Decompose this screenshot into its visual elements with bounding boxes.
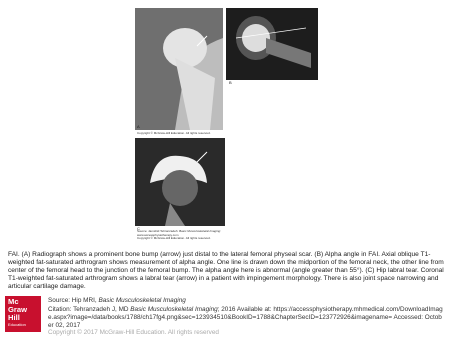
logo-text: Hill [8, 313, 20, 322]
image-b [226, 8, 318, 80]
logo-text: Education [8, 322, 26, 327]
image-copyright: Copyright © McGraw-Hill Education. All r… [137, 131, 211, 135]
text: Source: Jamshid Tehranzadeh: [137, 229, 180, 233]
caption: FAI. (A) Radiograph shows a prominent bo… [8, 251, 444, 290]
text: ; 2016 Available at: https://accessphysi… [48, 306, 443, 329]
logo-text: Mc [8, 297, 19, 306]
image-c [135, 138, 225, 226]
citation: Citation: Tehranzadeh J, MD Basic Muscul… [48, 306, 444, 330]
text: Basic Musculoskeletal Imaging [130, 306, 218, 313]
panel-label: C [137, 226, 140, 231]
text: Source: Hip MRI, [48, 297, 99, 304]
text: Basic Musculoskeletal Imaging: [179, 229, 221, 233]
text: Basic Musculoskeletal Imaging [98, 297, 186, 304]
image-source: Source: Jamshid Tehranzadeh: Basic Muscu… [137, 229, 277, 241]
panel-label: A [137, 124, 140, 129]
logo: Mc Graw Hill Education [5, 296, 41, 332]
image-a [135, 8, 223, 130]
source: Source: Hip MRI, Basic Musculoskeletal I… [48, 297, 444, 305]
logo-text: Graw [8, 305, 27, 314]
text: www.accessphysiotherapy.com [137, 232, 179, 237]
copyright: Copyright © 2017 McGraw-Hill Education. … [48, 329, 219, 336]
panel-label: B [229, 80, 232, 85]
text: Copyright © McGraw-Hill Education. All r… [137, 236, 211, 240]
text: Citation: Tehranzadeh J, MD [48, 306, 131, 313]
